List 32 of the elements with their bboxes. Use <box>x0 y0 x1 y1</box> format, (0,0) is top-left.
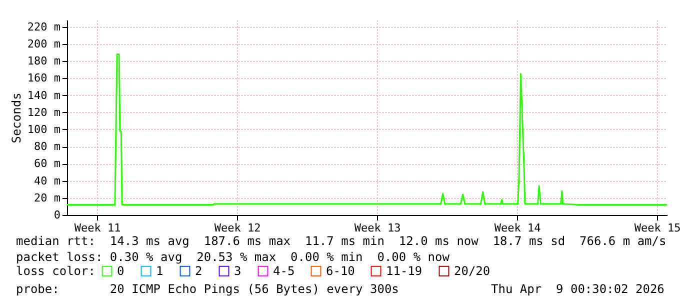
x-tick-label: Week 13 <box>354 222 401 234</box>
text: median rtt: 14.3 ms avg 187.6 ms max 11.7 ms min 12.0 ms now 18.7 ms sd 766.6 m am/s <box>16 234 666 248</box>
text: packet loss: 0.30 % avg 20.53 % max 0.00 % min 0.00 % now <box>16 250 450 264</box>
legend-label: 2 <box>195 264 202 278</box>
y-tick-label: 220 m <box>27 20 61 34</box>
legend-label: 1 <box>156 264 164 278</box>
y-tick-label: 40 m <box>34 174 61 188</box>
x-tick-label: Week 14 <box>494 222 542 234</box>
line-series <box>67 53 667 206</box>
x-tick-label: Week 15 <box>634 222 681 234</box>
y-tick-label: 180 m <box>27 54 61 68</box>
y-axis-title: Seconds <box>9 92 24 144</box>
legend-title: loss color: <box>16 264 96 278</box>
legend-label: 4-5 <box>273 264 295 278</box>
y-tick-label: 200 m <box>27 37 61 50</box>
legend-label: 0 <box>117 264 124 278</box>
legend-label: 20/20 <box>454 264 490 278</box>
y-tick-label: 160 m <box>27 72 61 85</box>
legend-label: 3 <box>234 264 242 278</box>
y-tick-label: 120 m <box>27 106 61 119</box>
y-tick-label: 60 m <box>34 157 61 170</box>
y-tick-label: 80 m <box>34 140 61 154</box>
legend-label: 6-10 <box>326 264 355 278</box>
y-tick-label: 0 <box>54 208 60 222</box>
x-tick-label: Week 11 <box>74 222 121 234</box>
y-tick-label: 140 m <box>27 88 61 102</box>
text: probe: 20 ICMP Echo Pings (56 Bytes) every 300s <box>16 282 399 296</box>
y-tick-label: 100 m <box>27 122 61 136</box>
legend-label: 11-19 <box>386 264 422 278</box>
y-tick-label: 20 m <box>34 191 61 204</box>
x-tick-label: Week 12 <box>214 222 261 234</box>
text: Thu Apr 9 00:30:02 2026 <box>491 282 664 296</box>
